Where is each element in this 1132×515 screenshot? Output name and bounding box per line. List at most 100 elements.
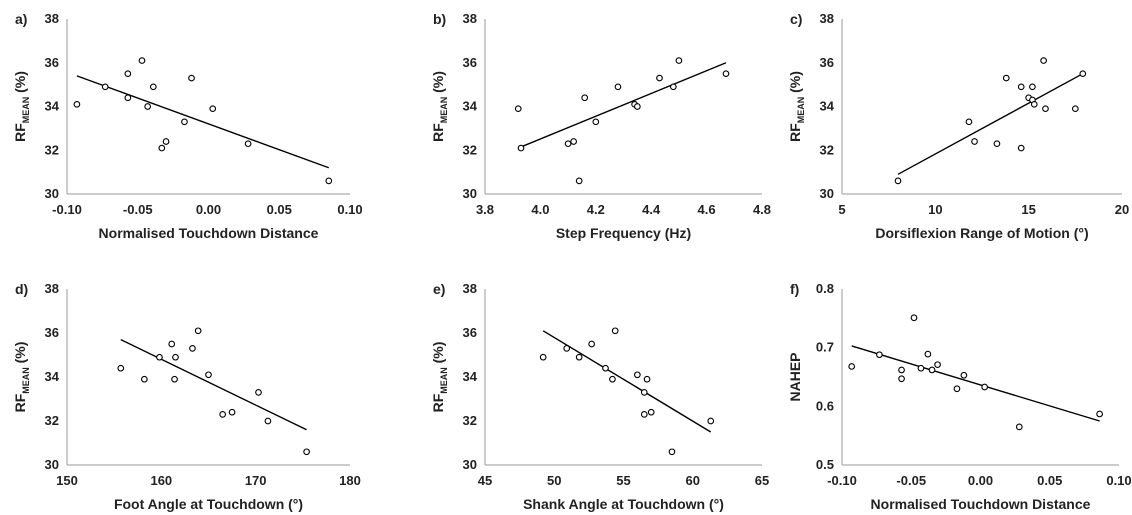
x-tick-label: 3.8 [476, 202, 494, 217]
data-point [124, 70, 132, 78]
data-point [971, 138, 978, 145]
trend-line [517, 62, 727, 149]
x-tick-label: 0.05 [267, 202, 292, 217]
data-point [910, 314, 918, 322]
y-tick-label: 34 [463, 369, 478, 384]
y-axis-label-main: RF [430, 123, 446, 142]
y-tick-label: 34 [820, 99, 835, 114]
y-tick-label: 32 [45, 142, 59, 157]
panel-label: e) [433, 281, 445, 297]
y-axis-label: RFMEAN (%) [430, 71, 449, 142]
x-axis-label: Foot Angle at Touchdown (°) [114, 496, 303, 512]
data-point [898, 366, 905, 374]
x-tick-label: 55 [616, 473, 630, 488]
data-point [138, 57, 146, 64]
data-point [171, 375, 178, 383]
y-axis-label: NAHEP [787, 352, 803, 401]
data-point [1071, 105, 1079, 113]
x-tick-label: 0.00 [196, 202, 221, 217]
y-tick-label: 36 [820, 55, 834, 70]
y-tick-label: 0.8 [816, 281, 834, 296]
data-point [1002, 74, 1010, 82]
data-point [1030, 100, 1038, 108]
y-axis-label-main: NAHEP [787, 352, 803, 401]
panel-e: e) 30 32 34 36 38 45 50 55 60 65 Shank Angle at Tou… [430, 281, 769, 512]
y-tick-label: 36 [45, 325, 59, 340]
y-axis-label-unit: (%) [787, 71, 803, 93]
x-tick-label: -0.10 [827, 473, 857, 488]
data-point [162, 138, 170, 145]
data-point [707, 417, 715, 425]
x-tick-label: 5 [838, 202, 845, 217]
x-tick-label: -0.10 [52, 202, 82, 217]
data-point [564, 140, 572, 148]
data-point [168, 340, 176, 348]
data-point [1096, 410, 1103, 418]
data-point [876, 351, 883, 359]
data-point [640, 389, 648, 396]
data-point [158, 144, 166, 152]
data-point [181, 118, 188, 126]
data-point [675, 57, 683, 64]
x-tick-label: 180 [339, 473, 361, 488]
x-tick-label: 4.2 [587, 202, 605, 217]
data-point [303, 448, 310, 456]
y-tick-label: 38 [45, 11, 59, 26]
data-point [670, 83, 677, 91]
data-point [188, 74, 195, 82]
y-tick-label: 32 [463, 142, 477, 157]
x-tick-label: 0.10 [337, 202, 362, 217]
data-point [144, 103, 152, 110]
data-point [1017, 144, 1025, 152]
data-point [172, 353, 179, 361]
x-tick-label: 160 [150, 473, 172, 488]
data-point [539, 353, 547, 361]
panel-label: a) [15, 11, 27, 27]
data-point [668, 448, 676, 456]
x-tick-label: 4.4 [642, 202, 661, 217]
trend-line [851, 345, 1100, 422]
data-point [189, 345, 196, 352]
y-axis-label-main: RF [787, 123, 803, 142]
y-tick-label: 0.5 [816, 457, 834, 472]
y-tick-label: 38 [463, 281, 477, 296]
data-point [633, 103, 641, 110]
x-axis-label: Step Frequency (Hz) [556, 225, 691, 241]
x-tick-label: 10 [928, 202, 942, 217]
panel-c: c) 30 32 34 36 38 5 10 15 20 Dorsiflexion Range of… [787, 11, 1129, 241]
data-point [592, 118, 600, 126]
y-tick-label: 38 [45, 281, 59, 296]
y-tick-label: 34 [45, 99, 60, 114]
x-axis-label: Normalised Touchdown Distance [99, 225, 319, 241]
panel-label: c) [790, 11, 802, 27]
x-tick-label: 150 [56, 473, 78, 488]
data-point [640, 411, 648, 418]
y-tick-label: 36 [463, 325, 477, 340]
y-axis-label: RFMEAN (%) [12, 71, 31, 142]
y-axis-label-subscript: MEAN [21, 367, 31, 394]
data-point [194, 327, 202, 335]
trend-line [542, 330, 712, 433]
data-point [609, 375, 616, 383]
y-axis-label: RFMEAN (%) [12, 342, 31, 413]
data-point [228, 408, 236, 416]
y-axis-label: RFMEAN (%) [430, 342, 449, 413]
y-tick-label: 34 [45, 369, 60, 384]
data-point [848, 363, 856, 370]
data-point [581, 94, 589, 102]
data-point [101, 83, 109, 91]
y-axis-label-main: RF [12, 123, 28, 142]
y-axis-label-unit: (%) [430, 71, 446, 93]
y-tick-label: 38 [463, 11, 477, 26]
y-axis-label-unit: (%) [430, 342, 446, 364]
data-point [1079, 70, 1087, 78]
x-axis-label: Shank Angle at Touchdown (°) [523, 496, 724, 512]
panel-label: f) [790, 281, 799, 297]
y-tick-label: 36 [45, 55, 59, 70]
y-tick-label: 32 [820, 142, 834, 157]
data-point [124, 94, 132, 102]
data-point [1015, 423, 1023, 431]
data-point [614, 83, 622, 91]
data-point [965, 118, 973, 126]
